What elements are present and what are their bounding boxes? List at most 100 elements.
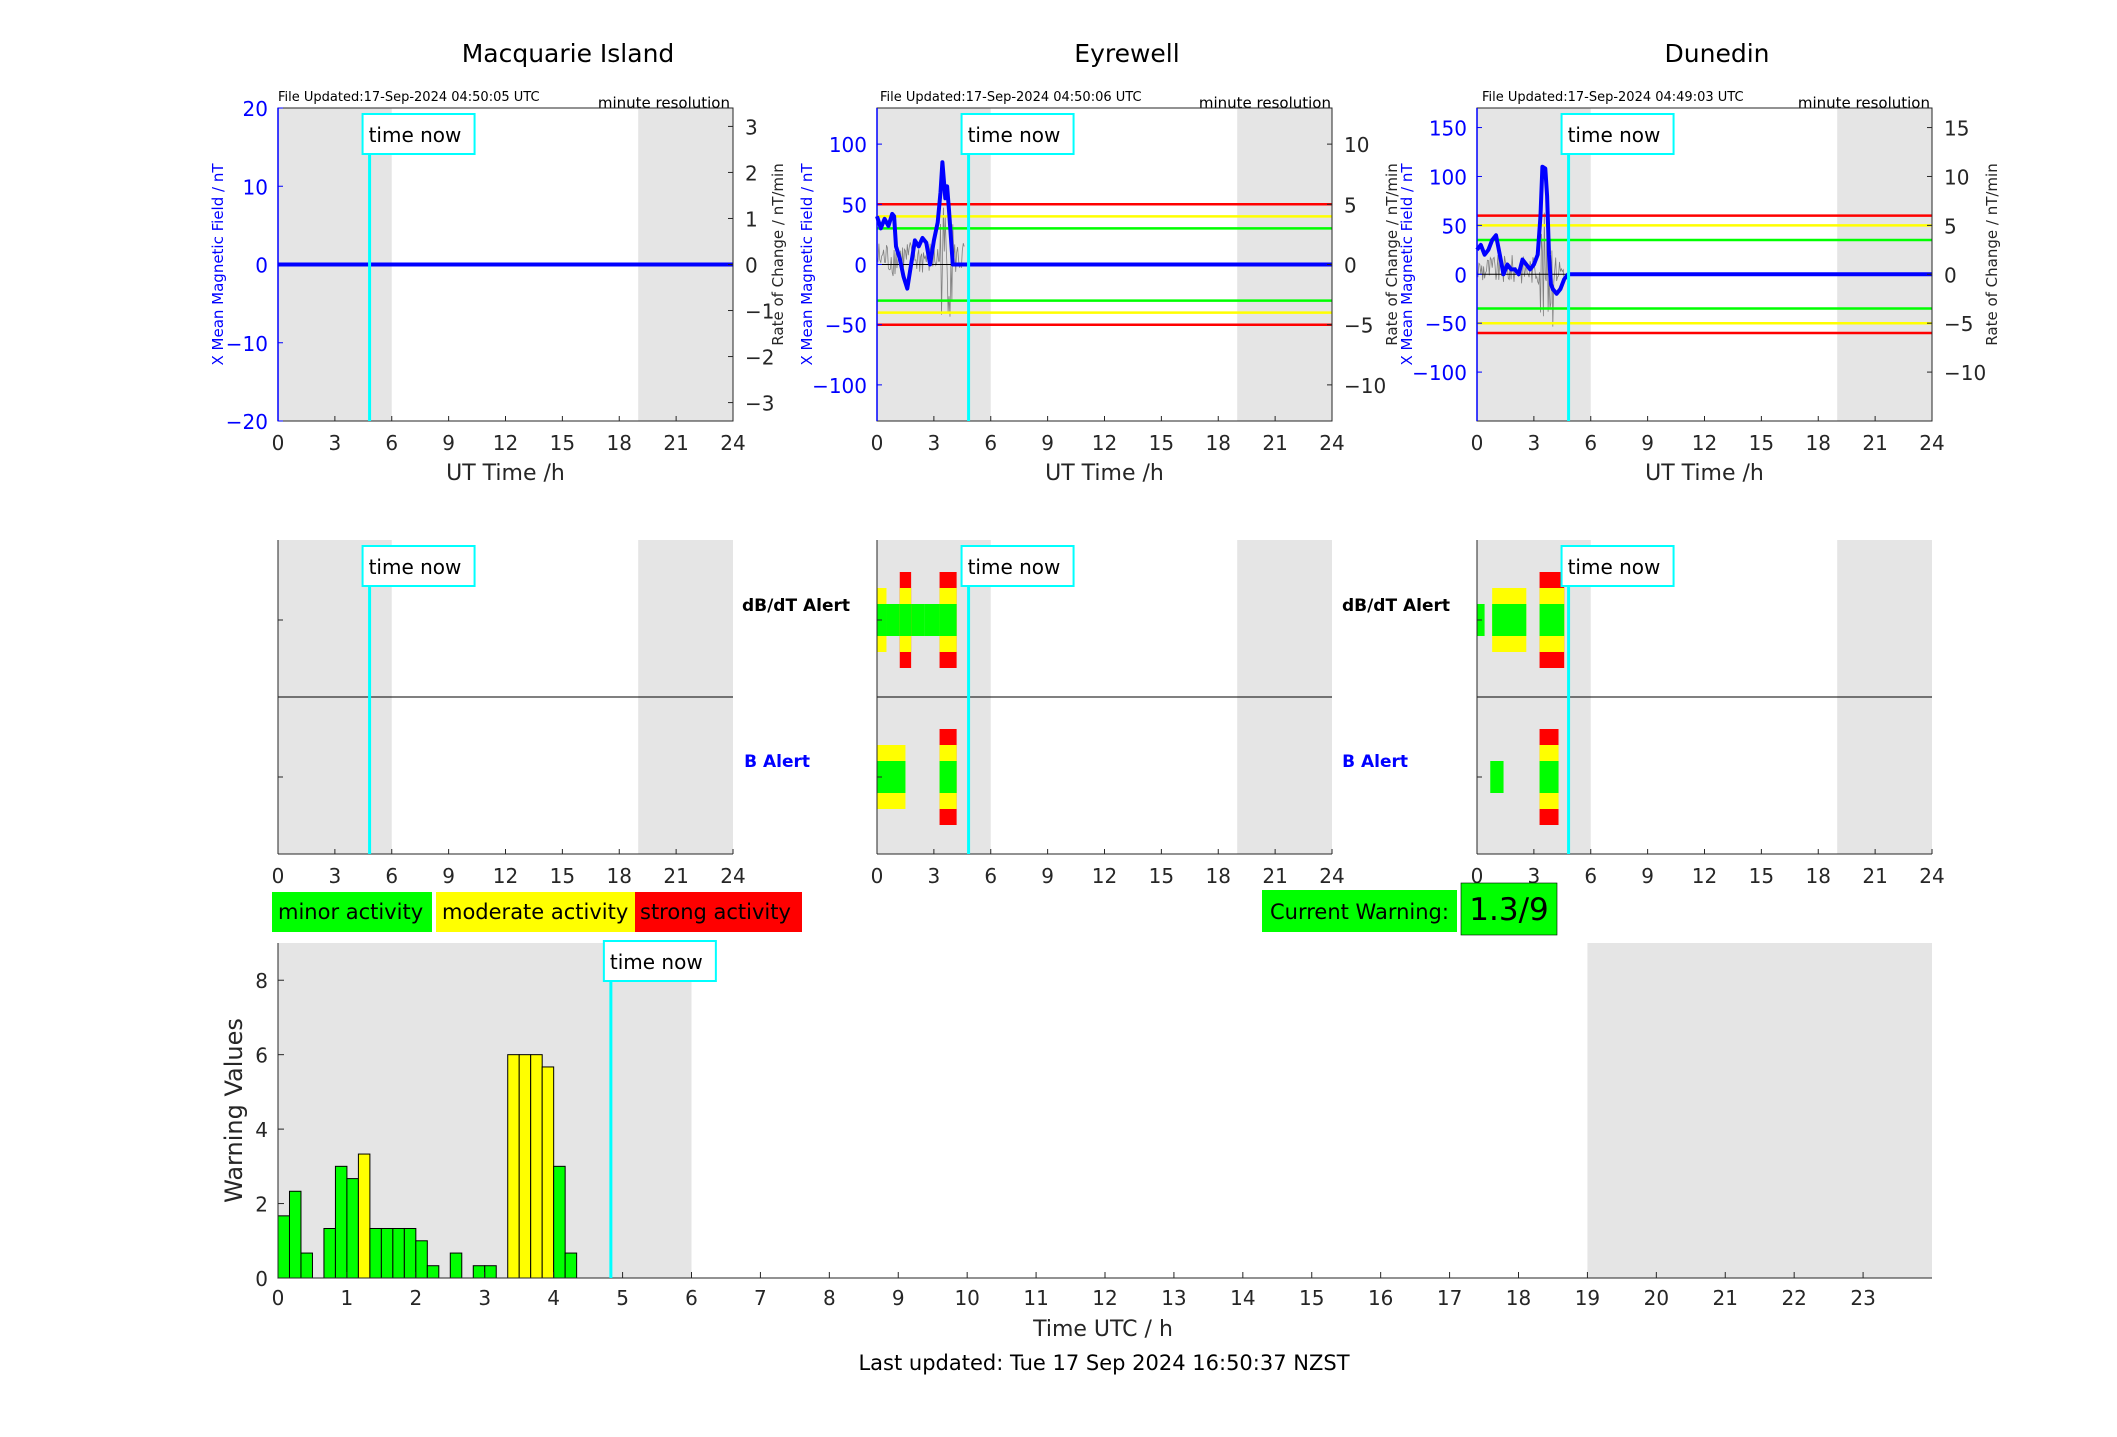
x-tick-label-dunedin-15: 15 bbox=[1749, 431, 1774, 455]
alert-dbdt-minor-eyrewell-4 bbox=[939, 604, 957, 636]
alert-dbdt-minor-eyrewell-3 bbox=[924, 604, 940, 636]
alert-x-tick-label-macquarie-21: 21 bbox=[663, 864, 688, 888]
alert-x-tick-label-eyrewell-6: 6 bbox=[984, 864, 997, 888]
legend-moderate-label: moderate activity bbox=[442, 900, 628, 924]
legend-minor-swatch bbox=[272, 892, 432, 932]
bar-x-tick-label-7: 7 bbox=[754, 1286, 767, 1310]
x-tick-label-macquarie-18: 18 bbox=[607, 431, 632, 455]
alert-x-tick-label-dunedin-15: 15 bbox=[1749, 864, 1774, 888]
alert-x-tick-label-eyrewell-15: 15 bbox=[1149, 864, 1174, 888]
alert-x-tick-label-macquarie-18: 18 bbox=[607, 864, 632, 888]
mean-field-line-dunedin bbox=[1475, 164, 1932, 296]
bar-x-tick-label-11: 11 bbox=[1023, 1286, 1048, 1310]
x-tick-label-dunedin-24: 24 bbox=[1919, 431, 1944, 455]
y2-axis-label-macquarie: Rate of Change / nT/min bbox=[769, 163, 787, 345]
x-tick-label-macquarie-0: 0 bbox=[272, 431, 285, 455]
warning-bar bbox=[484, 1265, 497, 1279]
legend-strong-swatch bbox=[635, 892, 802, 932]
y2-axis-label-dunedin: Rate of Change / nT/min bbox=[1983, 163, 2001, 345]
alert-dbdt-minor-dunedin-1 bbox=[1492, 604, 1527, 636]
bar-x-tick-label-1: 1 bbox=[341, 1286, 354, 1310]
alert-x-tick-label-macquarie-6: 6 bbox=[385, 864, 398, 888]
time-now-box-eyrewell bbox=[960, 113, 1075, 155]
warning-bar bbox=[507, 1054, 520, 1279]
x-tick-label-macquarie-15: 15 bbox=[550, 431, 575, 455]
bar-x-tick-label-8: 8 bbox=[823, 1286, 836, 1310]
x-tick-label-dunedin-3: 3 bbox=[1528, 431, 1541, 455]
x-tick-label-eyrewell-15: 15 bbox=[1149, 431, 1174, 455]
bar-x-tick-label-21: 21 bbox=[1713, 1286, 1738, 1310]
x-tick-label-macquarie-12: 12 bbox=[493, 431, 518, 455]
y-tick-label-macquarie-20: 20 bbox=[243, 97, 268, 121]
alert-x-tick-label-dunedin-21: 21 bbox=[1862, 864, 1887, 888]
bar-x-tick-label-22: 22 bbox=[1781, 1286, 1806, 1310]
warning-bar bbox=[277, 1215, 290, 1279]
warning-bar bbox=[346, 1178, 359, 1279]
warning-bar bbox=[415, 1240, 428, 1279]
y2-tick-label-dunedin--10: −10 bbox=[1944, 361, 1986, 385]
bar-shading-1 bbox=[1587, 943, 1932, 1278]
y-tick-label-eyrewell-0: 0 bbox=[854, 254, 867, 278]
bar-x-tick-label-18: 18 bbox=[1506, 1286, 1531, 1310]
y-tick-label-macquarie-10: 10 bbox=[243, 175, 268, 199]
y2-tick-label-macquarie-1: 1 bbox=[745, 207, 758, 231]
alert-x-tick-label-dunedin-12: 12 bbox=[1692, 864, 1717, 888]
warning-bar bbox=[288, 1190, 302, 1279]
rate-trace-eyrewell bbox=[876, 207, 965, 317]
alert-x-tick-label-dunedin-3: 3 bbox=[1528, 864, 1541, 888]
x-tick-label-dunedin-9: 9 bbox=[1641, 431, 1654, 455]
warning-bar bbox=[403, 1227, 417, 1279]
y-tick-label-dunedin--100: −100 bbox=[1412, 361, 1467, 385]
y2-tick-label-macquarie-0: 0 bbox=[745, 254, 758, 278]
bar-x-tick-label-3: 3 bbox=[478, 1286, 491, 1310]
y-axis-label-eyrewell: X Mean Magnetic Field / nT bbox=[798, 163, 816, 366]
x-tick-label-macquarie-21: 21 bbox=[663, 431, 688, 455]
x-tick-label-macquarie-9: 9 bbox=[442, 431, 455, 455]
bar-x-tick-label-5: 5 bbox=[616, 1286, 629, 1310]
x-tick-label-dunedin-18: 18 bbox=[1806, 431, 1831, 455]
y2-tick-label-dunedin-5: 5 bbox=[1944, 214, 1957, 238]
y-tick-label-eyrewell-50: 50 bbox=[842, 193, 867, 217]
bar-x-tick-label-2: 2 bbox=[409, 1286, 422, 1310]
b-alert-label-eyrewell: B Alert bbox=[744, 752, 810, 772]
alert-dbdt-minor-eyrewell-2 bbox=[899, 604, 912, 636]
y2-tick-label-eyrewell-10: 10 bbox=[1344, 133, 1369, 157]
time-now-box-alert-eyrewell bbox=[960, 545, 1075, 587]
top-panel-macquarie: Macquarie Island File Updated:17-Sep-202… bbox=[209, 39, 787, 486]
bar-x-axis-label: Time UTC / h bbox=[1032, 1317, 1173, 1342]
time-now-label-bar: time now bbox=[610, 950, 703, 974]
y2-tick-label-macquarie-2: 2 bbox=[745, 161, 758, 185]
x-tick-label-eyrewell-12: 12 bbox=[1092, 431, 1117, 455]
x-tick-label-eyrewell-21: 21 bbox=[1262, 431, 1287, 455]
station-title-dunedin: Dunedin bbox=[1665, 39, 1770, 68]
warning-bar bbox=[426, 1265, 440, 1279]
warning-bar bbox=[553, 1165, 566, 1279]
y-tick-label-eyrewell--50: −50 bbox=[825, 314, 867, 338]
alert-dbdt-minor-dunedin-2 bbox=[1539, 604, 1565, 636]
warning-bar bbox=[530, 1054, 543, 1279]
x-tick-label-dunedin-6: 6 bbox=[1584, 431, 1597, 455]
time-now-label-alert-eyrewell: time now bbox=[968, 555, 1061, 579]
alert-x-tick-label-eyrewell-3: 3 bbox=[928, 864, 941, 888]
warning-bar bbox=[380, 1227, 394, 1279]
x-tick-label-macquarie-3: 3 bbox=[329, 431, 342, 455]
alert-x-tick-label-eyrewell-9: 9 bbox=[1041, 864, 1054, 888]
y2-tick-label-dunedin-15: 15 bbox=[1944, 117, 1969, 141]
file-updated-dunedin: File Updated:17-Sep-2024 04:49:03 UTC bbox=[1482, 90, 1744, 105]
alert-x-tick-label-macquarie-3: 3 bbox=[329, 864, 342, 888]
file-updated-macquarie: File Updated:17-Sep-2024 04:50:05 UTC bbox=[278, 90, 540, 105]
bar-y-tick-label-2: 2 bbox=[255, 1193, 268, 1217]
warning-bar bbox=[323, 1227, 336, 1279]
warning-bar bbox=[541, 1066, 555, 1279]
bar-y-tick-label-0: 0 bbox=[255, 1267, 268, 1291]
y-tick-label-dunedin-100: 100 bbox=[1429, 165, 1467, 189]
alert-b-minor-dunedin-0 bbox=[1490, 761, 1504, 793]
bar-x-tick-label-0: 0 bbox=[272, 1286, 285, 1310]
y2-axis-label-eyrewell: Rate of Change / nT/min bbox=[1383, 163, 1401, 345]
warning-bar bbox=[564, 1252, 578, 1279]
current-warning-value: 1.3/9 bbox=[1469, 892, 1548, 928]
time-now-label-macquarie: time now bbox=[369, 123, 462, 147]
alert-x-tick-label-macquarie-9: 9 bbox=[442, 864, 455, 888]
